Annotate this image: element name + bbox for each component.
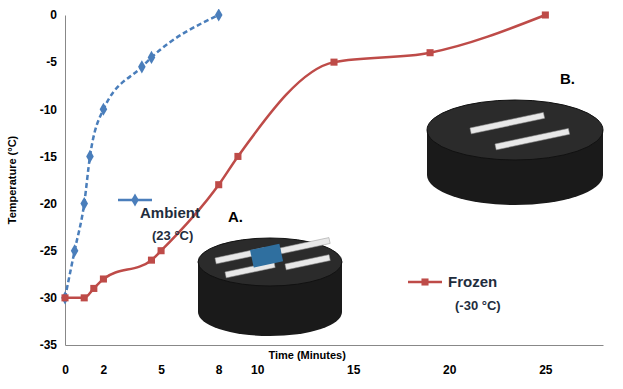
y-tick: -20 [40, 197, 65, 211]
panel-letter: B. [560, 70, 575, 87]
x-tick-label: 10 [251, 363, 265, 377]
series-line [65, 15, 545, 298]
series-marker [71, 244, 79, 257]
legend-entry: Frozen (-30 °C) [408, 273, 501, 313]
series-marker [81, 294, 88, 301]
x-tick: 0 [62, 345, 69, 377]
x-axis-title: Time (Minutes) [268, 349, 346, 361]
x-tick-label: 5 [158, 363, 165, 377]
sensor-strip [285, 255, 330, 270]
cylinder-illustration [198, 238, 342, 336]
sensor-strip [495, 128, 570, 149]
sensor-strip [280, 238, 330, 254]
series-marker [234, 153, 241, 160]
y-tick: -5 [46, 55, 65, 69]
cylinder-illustration [427, 100, 603, 205]
series-marker [61, 294, 68, 301]
y-axis-title: Temperature (°C) [6, 135, 18, 224]
panel-letter: A. [228, 208, 243, 225]
x-tick-label: 8 [216, 363, 223, 377]
x-tick-label: 15 [347, 363, 361, 377]
series-marker [427, 49, 434, 56]
y-tick-label: 0 [50, 8, 57, 22]
y-tick-label: -15 [40, 150, 58, 164]
plot-area [61, 9, 549, 304]
cylinder-top [427, 100, 603, 160]
legend-note: (23 °C) [152, 228, 193, 243]
legend-swatch-marker [421, 278, 428, 285]
series-marker [86, 150, 94, 163]
y-tick-label: -5 [46, 55, 57, 69]
series-marker [138, 60, 146, 73]
x-tick: 5 [158, 345, 165, 377]
x-tick: 15 [347, 345, 361, 377]
series-marker [80, 197, 88, 210]
sensor-strip [470, 112, 545, 133]
y-tick: -25 [40, 244, 65, 258]
x-tick: 2 [101, 345, 108, 377]
x-tick: 20 [443, 345, 457, 377]
legend-entry: Ambient (23 °C) [118, 193, 200, 243]
x-tick-label: 2 [101, 363, 108, 377]
y-tick-label: -25 [40, 244, 58, 258]
series-marker [100, 103, 108, 116]
series-marker [148, 51, 156, 64]
x-tick: 25 [539, 345, 553, 377]
y-tick: -10 [40, 103, 65, 117]
series-marker [61, 291, 69, 304]
y-tick-label: -10 [40, 103, 58, 117]
series-marker [90, 285, 97, 292]
x-tick: 10 [251, 345, 265, 377]
x-tick: 8 [216, 345, 223, 377]
series-marker [100, 275, 107, 282]
x-tick-label: 25 [539, 363, 553, 377]
series-line [65, 15, 219, 298]
series-marker [215, 181, 222, 188]
y-tick-label: -20 [40, 197, 58, 211]
y-tick-label: -30 [40, 291, 58, 305]
y-tick: -15 [40, 150, 65, 164]
chart: 0258101520250-5-10-15-20-25-30-35Time (M… [0, 0, 623, 389]
legend-label: Ambient [140, 204, 200, 221]
series-marker [215, 9, 223, 22]
series-marker [148, 257, 155, 264]
series-marker [542, 11, 549, 18]
legend-note: (-30 °C) [455, 298, 501, 313]
legend-swatch-marker [131, 193, 139, 206]
legend-label: Frozen [448, 273, 497, 290]
y-tick: -35 [40, 338, 65, 352]
series-marker [330, 59, 337, 66]
circuit-board [250, 244, 283, 268]
y-tick: -30 [40, 291, 65, 305]
y-tick-label: -35 [40, 338, 58, 352]
x-axis-line [66, 345, 604, 346]
x-axis: 025810152025 [62, 345, 603, 377]
series-marker [158, 247, 165, 254]
y-tick: 0 [50, 8, 65, 22]
x-tick-label: 0 [62, 363, 69, 377]
x-tick-label: 20 [443, 363, 457, 377]
cylinder-top [198, 238, 342, 286]
